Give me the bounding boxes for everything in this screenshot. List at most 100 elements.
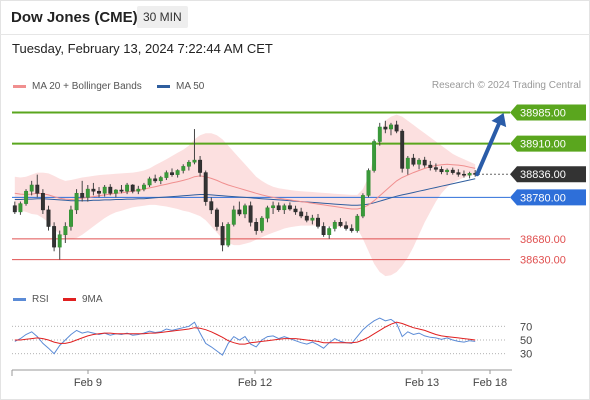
candle-body xyxy=(349,228,354,231)
candle-body xyxy=(18,203,23,213)
candle-body xyxy=(52,226,57,248)
timeframe-button[interactable]: 30 MIN xyxy=(137,6,188,28)
time-tick-label: Feb 9 xyxy=(74,377,102,389)
candle-body xyxy=(259,217,264,231)
rsi-label: RSI xyxy=(32,294,49,305)
candle-body xyxy=(456,172,461,175)
level-label-pivot: 38780.00 xyxy=(520,192,566,204)
candle-body xyxy=(231,209,236,225)
candle-body xyxy=(383,126,388,130)
level-label-resistance-1: 38910.00 xyxy=(520,139,566,151)
level-tag-resistance-2 xyxy=(510,104,586,121)
candle-body xyxy=(113,189,118,194)
candle-body xyxy=(226,224,231,246)
candle-body xyxy=(360,195,365,217)
candle-body xyxy=(321,226,326,235)
time-tick-label: Feb 18 xyxy=(473,377,507,389)
candle-body xyxy=(74,193,79,211)
candle-body xyxy=(175,170,180,175)
candle-body xyxy=(35,184,40,194)
candle-body xyxy=(198,159,203,173)
candle-body xyxy=(136,188,141,192)
ma50-line xyxy=(14,178,476,206)
candle-body xyxy=(366,170,371,196)
candle-body xyxy=(316,217,320,227)
candle-body xyxy=(142,184,146,190)
ma50-label: MA 50 xyxy=(176,81,205,92)
candle-body xyxy=(63,226,68,235)
level-label-support-1: 38680.00 xyxy=(520,234,566,246)
candle-body xyxy=(91,188,96,192)
candle-body xyxy=(439,169,444,173)
candle-body xyxy=(450,169,455,173)
ma9-swatch xyxy=(63,297,76,301)
time-tick-label: Feb 13 xyxy=(405,377,439,389)
level-label-resistance-2: 38985.00 xyxy=(520,108,566,120)
candle-body xyxy=(372,141,377,171)
candle-body xyxy=(203,172,208,202)
candle-body xyxy=(377,126,382,142)
candle-body xyxy=(29,184,34,192)
candle-body xyxy=(186,161,191,167)
candle-body xyxy=(12,205,17,213)
candle-body xyxy=(355,215,360,231)
candle-body xyxy=(338,222,343,226)
candle-body xyxy=(69,209,73,227)
candle-body xyxy=(276,205,281,211)
rsi-swatch xyxy=(13,297,26,301)
projection-arrow-shaft xyxy=(475,114,504,177)
candle-body xyxy=(304,215,309,221)
candle-body xyxy=(46,209,51,227)
candle-body xyxy=(125,184,130,192)
instrument-title: Dow Jones (CME) xyxy=(11,9,138,26)
candle-body xyxy=(80,193,85,198)
candle-body xyxy=(389,124,393,130)
candle-body xyxy=(405,157,410,169)
candle-body xyxy=(237,209,242,215)
candle-body xyxy=(181,166,186,171)
ma50-swatch xyxy=(157,84,170,88)
candle-body xyxy=(445,169,450,173)
candle-body xyxy=(310,217,315,221)
legend-9ma: 9MA xyxy=(63,294,103,305)
ma20-line xyxy=(14,163,476,210)
rsi-line xyxy=(14,317,476,356)
candle-body xyxy=(254,222,259,231)
projection-arrow-head xyxy=(491,112,507,128)
legend-ma20: MA 20 + Bollinger Bands xyxy=(13,81,142,92)
candle-body xyxy=(164,172,169,178)
candle-body xyxy=(287,205,292,210)
candle-body xyxy=(102,186,107,194)
candle-body xyxy=(209,201,214,211)
ma9-label: 9MA xyxy=(82,294,103,305)
candle-body xyxy=(299,211,304,217)
candle-body xyxy=(417,159,422,165)
candle-body xyxy=(265,207,270,219)
rsi-ma-line xyxy=(14,321,476,345)
candle-body xyxy=(119,189,124,192)
rsi-tick-30: 30 xyxy=(520,349,532,361)
level-tag-current xyxy=(510,166,586,183)
candle-body xyxy=(153,178,158,182)
candle-body xyxy=(271,205,276,209)
candle-body xyxy=(248,205,253,223)
datetime-stamp: Tuesday, February 13, 2024 7:22:44 AM CE… xyxy=(12,41,273,56)
candle-body xyxy=(400,130,405,169)
candle-body xyxy=(108,186,113,194)
candle-body xyxy=(422,159,427,166)
ma20-swatch xyxy=(13,84,26,88)
candle-body xyxy=(394,124,399,132)
candle-body xyxy=(344,225,349,229)
level-label-support-2: 38630.00 xyxy=(520,255,566,267)
candle-body xyxy=(220,226,225,246)
candle-body xyxy=(467,173,472,176)
candle-body xyxy=(147,178,152,186)
candle-body xyxy=(282,205,287,211)
level-tag-pivot xyxy=(510,189,586,206)
level-label-current: 38836.00 xyxy=(520,169,566,181)
candle-body xyxy=(214,209,219,227)
candle-body xyxy=(332,222,337,229)
candle-body xyxy=(428,164,433,168)
candle-body xyxy=(327,228,332,235)
